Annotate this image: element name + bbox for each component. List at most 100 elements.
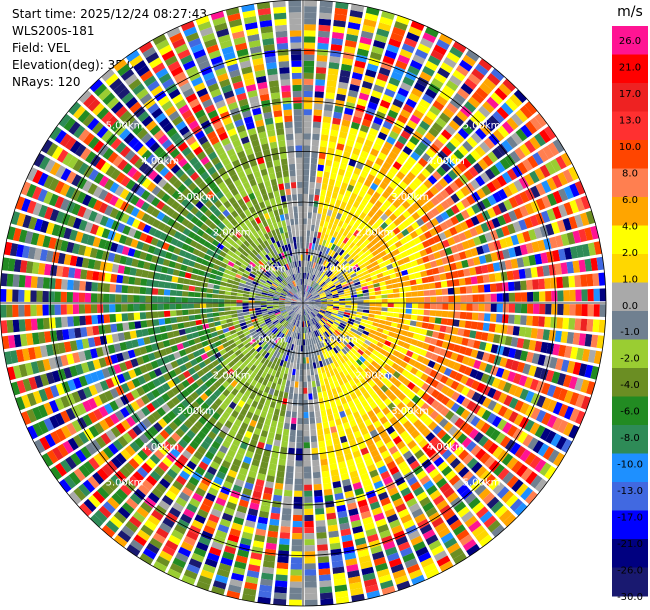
range-gate — [568, 376, 578, 390]
range-gate — [281, 379, 287, 386]
range-gate — [563, 185, 574, 200]
range-gate — [308, 304, 315, 308]
range-gate — [421, 322, 429, 329]
range-gate — [327, 414, 334, 422]
range-gate — [375, 268, 382, 275]
range-gate — [297, 424, 303, 431]
range-gate — [525, 120, 538, 135]
range-gate — [363, 299, 370, 303]
range-gate — [48, 277, 56, 289]
range-gate — [484, 168, 496, 180]
range-gate — [372, 279, 379, 284]
range-gate — [287, 374, 292, 381]
range-gate — [397, 282, 405, 288]
range-gate — [520, 303, 528, 314]
range-gate — [462, 54, 477, 67]
range-gate — [558, 188, 569, 202]
range-gate — [317, 164, 324, 172]
range-gate — [412, 266, 420, 273]
range-gate — [386, 312, 394, 317]
range-gate — [513, 207, 524, 220]
range-gate — [54, 278, 62, 290]
range-gate — [303, 301, 309, 303]
range-gate — [389, 130, 399, 140]
range-gate — [356, 290, 363, 295]
range-gate — [346, 184, 355, 192]
range-gate — [357, 300, 364, 303]
range-gate — [121, 294, 128, 303]
range-gate — [381, 254, 390, 262]
range-gate — [374, 200, 383, 209]
range-gate — [366, 242, 374, 250]
elevation-label: Elevation(deg): 35.00 — [12, 58, 142, 72]
range-gate — [386, 44, 400, 54]
range-gate — [375, 209, 384, 217]
range-gate — [335, 283, 342, 288]
range-gate — [378, 277, 385, 283]
range-gate — [482, 155, 494, 167]
range-gate — [12, 319, 20, 333]
range-gate — [443, 367, 453, 377]
range-gate — [307, 306, 314, 311]
range-gate — [402, 210, 411, 219]
range-gate — [275, 383, 281, 391]
range-gate — [498, 392, 508, 404]
range-gate — [513, 89, 527, 103]
range-gate — [335, 317, 342, 322]
range-gate — [496, 175, 507, 187]
range-gate — [409, 59, 423, 71]
range-gate — [473, 162, 484, 174]
range-gate — [363, 239, 371, 246]
range-gate — [293, 508, 303, 516]
range-gate — [449, 153, 460, 165]
range-gate — [555, 358, 564, 371]
range-gate — [309, 287, 313, 293]
range-gate — [443, 173, 453, 184]
range-gate — [379, 181, 388, 190]
range-gate — [317, 231, 322, 239]
range-gate — [566, 331, 575, 344]
range-gate — [207, 317, 214, 323]
range-gate — [420, 270, 428, 278]
range-gate — [429, 105, 441, 116]
range-gate — [284, 416, 291, 424]
range-gate — [321, 470, 330, 478]
range-gate — [317, 264, 322, 271]
range-gate — [350, 121, 360, 130]
range-gate — [554, 330, 562, 343]
range-gate — [169, 296, 176, 303]
range-gate — [445, 272, 453, 280]
range-gate — [42, 304, 49, 316]
range-gate — [340, 268, 347, 275]
range-gate — [92, 271, 100, 281]
range-gate — [439, 221, 449, 231]
range-gate — [254, 295, 262, 299]
range-gate — [331, 123, 340, 131]
range-gate — [314, 297, 321, 300]
range-gate — [466, 136, 478, 148]
range-gate — [307, 294, 312, 299]
range-gate — [145, 303, 152, 311]
range-gate — [413, 177, 423, 187]
range-gate — [458, 278, 466, 286]
range-gate — [528, 365, 537, 377]
range-gate — [369, 306, 376, 311]
range-gate — [293, 356, 298, 364]
range-gate — [469, 330, 477, 339]
range-gate — [340, 63, 352, 72]
range-gate — [327, 298, 334, 301]
range-gate — [281, 514, 292, 521]
range-gate — [303, 303, 309, 307]
range-gate — [448, 119, 461, 131]
range-gate — [574, 318, 582, 331]
range-gate — [508, 314, 515, 324]
range-gate — [201, 318, 209, 324]
range-gate — [373, 318, 380, 323]
range-gate — [479, 123, 492, 136]
range-gate — [284, 386, 290, 393]
range-gate — [487, 242, 496, 252]
range-gate — [236, 296, 243, 300]
range-gate — [394, 140, 405, 150]
range-gate — [473, 236, 482, 246]
range-gate — [453, 253, 461, 262]
